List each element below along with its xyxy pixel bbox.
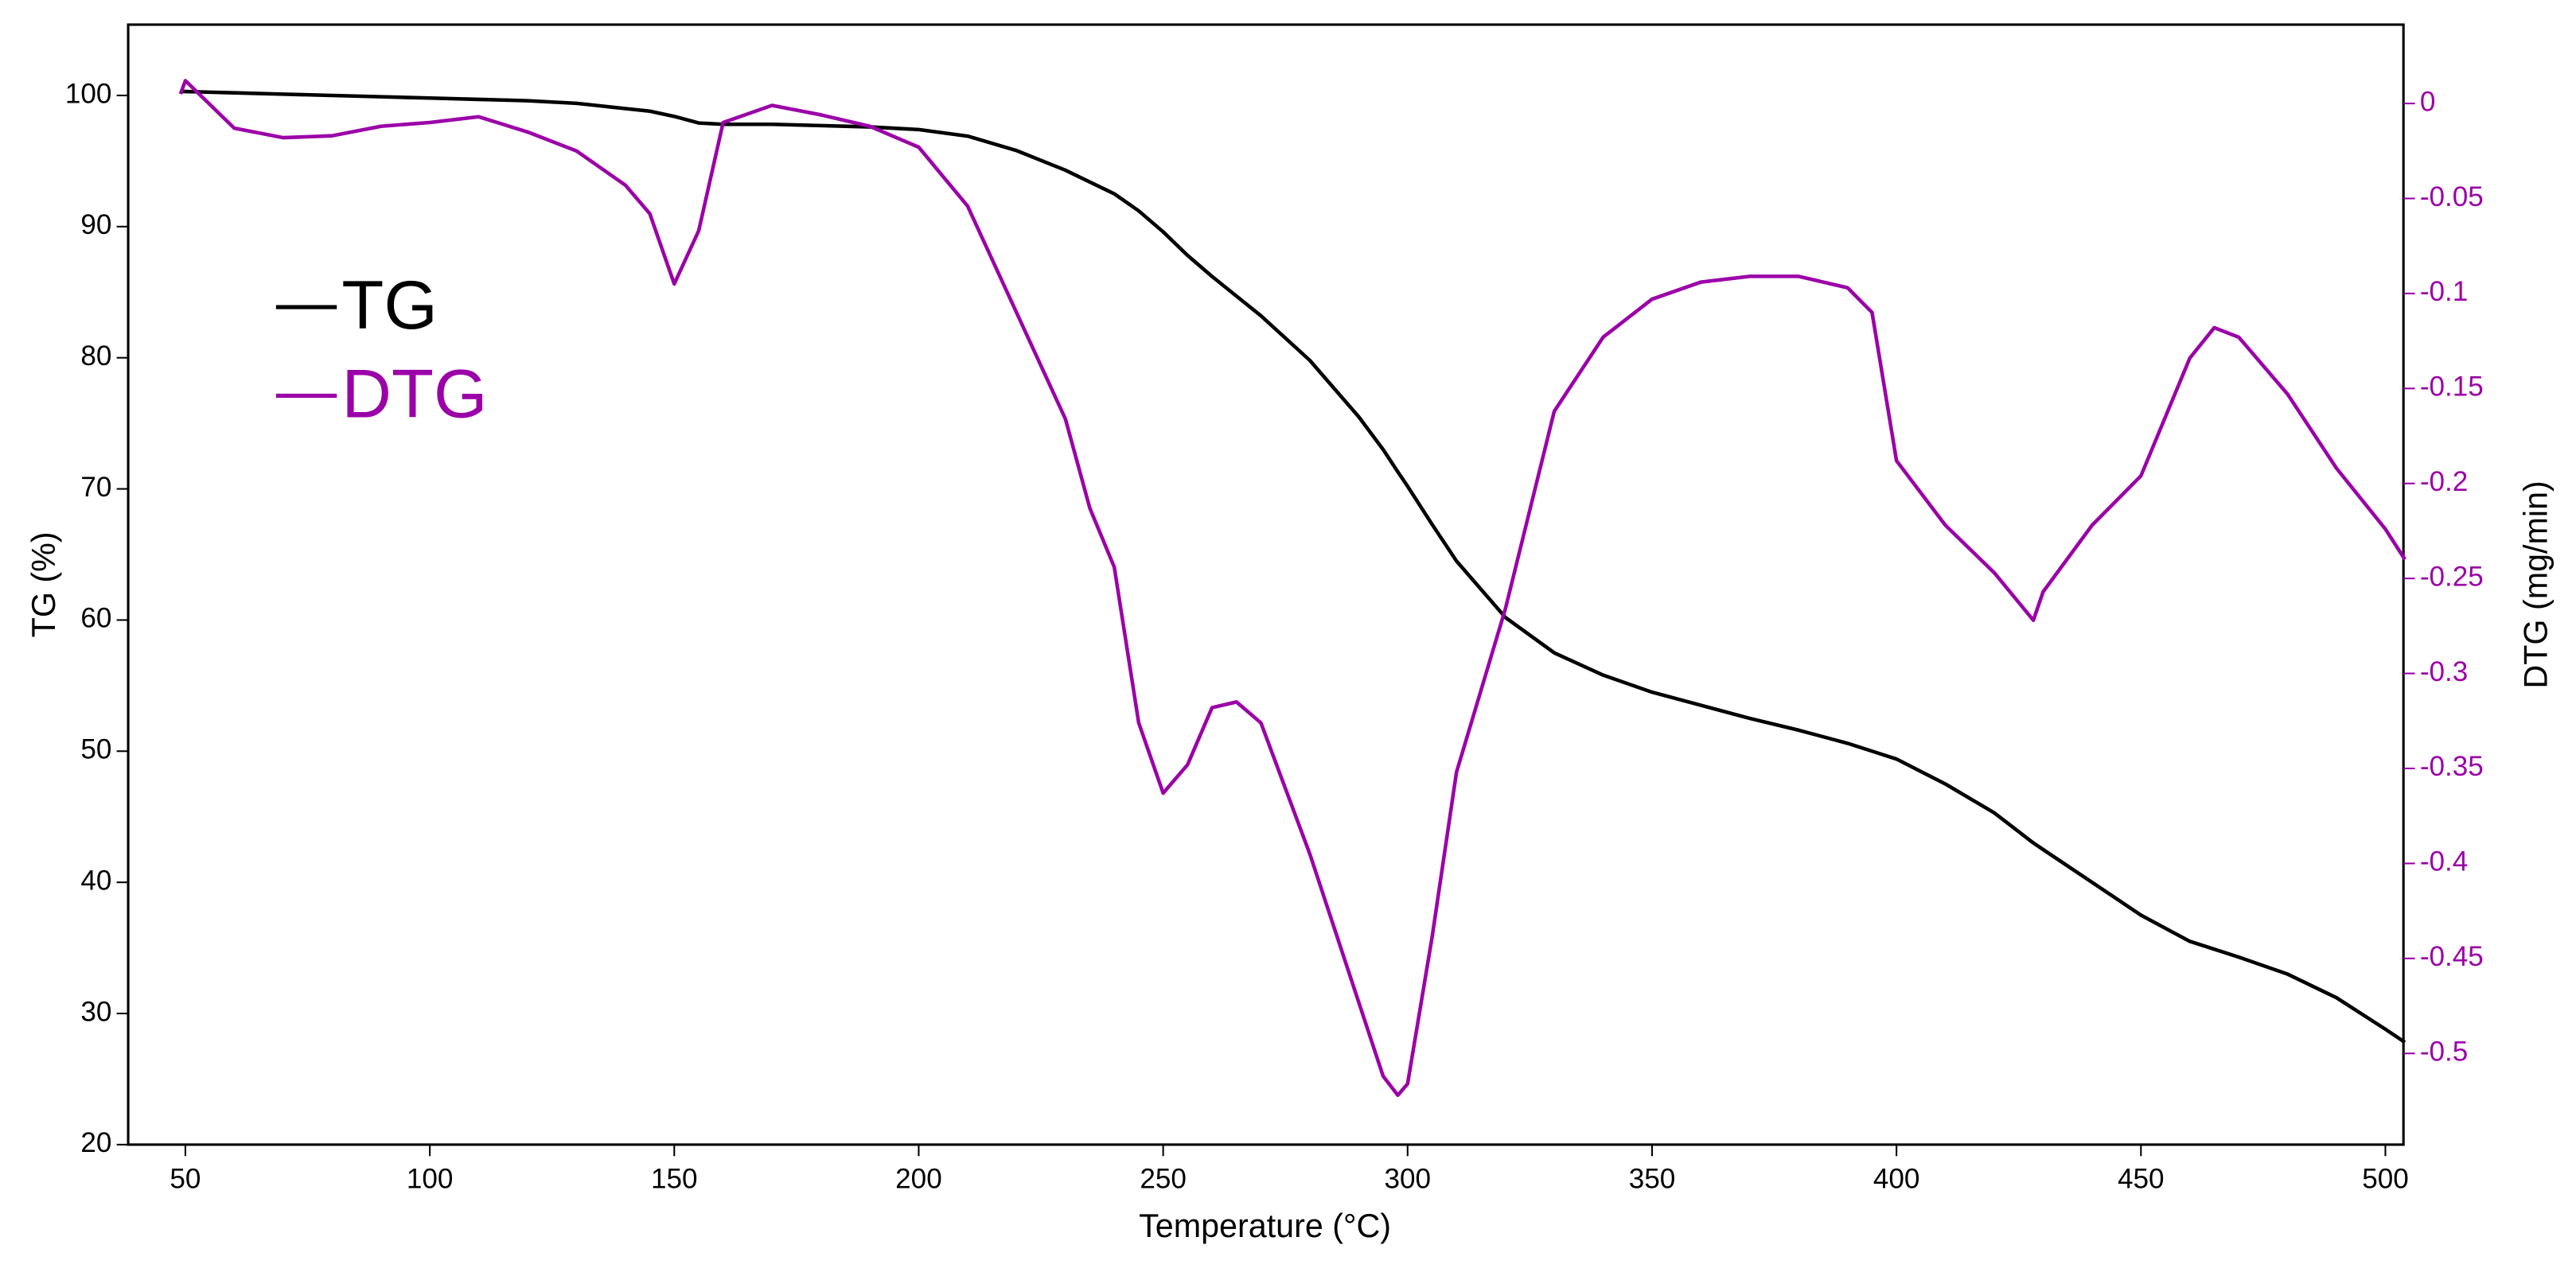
y-tick-label: 40 bbox=[80, 865, 111, 896]
y2-axis-title: DTG (mg/min) bbox=[2517, 480, 2554, 688]
y-tick-label: 30 bbox=[80, 996, 111, 1027]
y2-tick-label: -0.4 bbox=[2420, 846, 2468, 877]
y-tick-label: 70 bbox=[80, 472, 111, 503]
y-tick-label: 80 bbox=[80, 340, 111, 372]
y2-tick-label: -0.1 bbox=[2420, 276, 2468, 307]
y2-tick-label: -0.35 bbox=[2420, 751, 2484, 782]
x-tick-label: 300 bbox=[1385, 1164, 1432, 1195]
y-tick-label: 100 bbox=[65, 78, 112, 109]
y-axis-title: TG (%) bbox=[25, 531, 62, 637]
y2-tick-label: -0.3 bbox=[2420, 656, 2468, 687]
y2-tick-label: -0.25 bbox=[2420, 561, 2484, 592]
y2-tick-label: -0.05 bbox=[2420, 181, 2484, 212]
x-tick-label: 250 bbox=[1140, 1164, 1187, 1195]
legend-label: DTG bbox=[341, 356, 487, 433]
y-tick-label: 90 bbox=[80, 209, 111, 240]
line-tg bbox=[180, 89, 2406, 1045]
x-axis-title: Temperature (°C) bbox=[1139, 1208, 1391, 1244]
x-tick-label: 400 bbox=[1873, 1164, 1920, 1195]
x-tick-label: 350 bbox=[1629, 1164, 1676, 1195]
x-tick-label: 150 bbox=[651, 1164, 698, 1195]
legend-label: TG bbox=[341, 267, 437, 344]
x-tick-label: 450 bbox=[2118, 1164, 2165, 1195]
y2-tick-label: -0.45 bbox=[2420, 941, 2484, 972]
x-tick-label: 200 bbox=[895, 1164, 942, 1195]
x-tick-label: 500 bbox=[2362, 1164, 2409, 1195]
y-tick-label: 60 bbox=[80, 603, 111, 634]
x-tick-label: 50 bbox=[170, 1164, 201, 1195]
y-tick-label: 20 bbox=[80, 1127, 111, 1158]
y2-tick-label: -0.2 bbox=[2420, 466, 2468, 497]
line-dtg bbox=[178, 79, 2406, 1098]
y2-tick-label: -0.5 bbox=[2420, 1036, 2468, 1067]
x-tick-label: 100 bbox=[407, 1164, 454, 1195]
y2-tick-label: 0 bbox=[2420, 86, 2436, 117]
y2-tick-label: -0.15 bbox=[2420, 372, 2484, 403]
y-tick-label: 50 bbox=[80, 734, 111, 765]
plot-frame bbox=[127, 23, 2405, 1146]
